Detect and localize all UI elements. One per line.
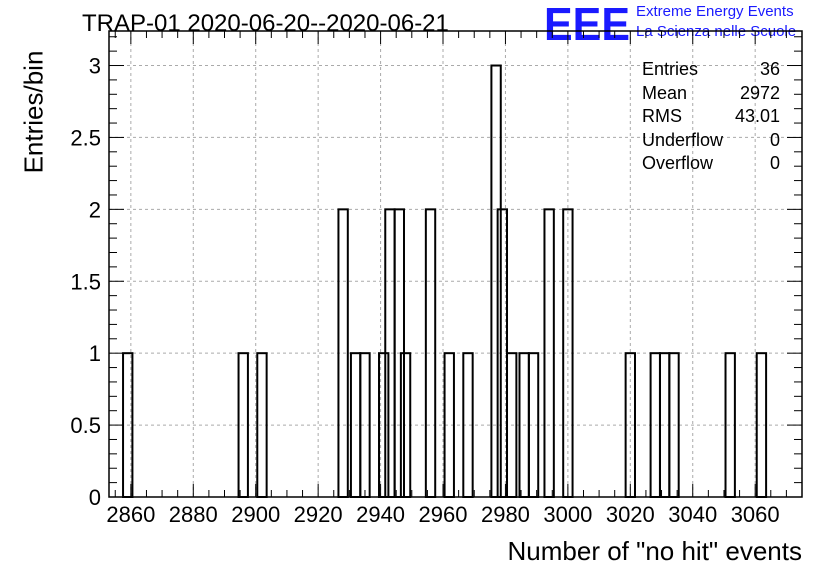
x-tick-label: 2960 — [419, 502, 468, 527]
stats-label: Underflow — [642, 129, 724, 150]
stats-value: 43.01 — [734, 106, 780, 126]
y-tick-label: 1.5 — [70, 269, 101, 294]
x-tick-label: 3040 — [668, 502, 717, 527]
y-axis-label: Entries/bin — [18, 50, 49, 174]
x-tick-label: 2860 — [106, 502, 155, 527]
chart-title: TRAP-01 2020-06-20--2020-06-21 — [82, 10, 449, 37]
eee-logo: EEE — [544, 3, 630, 43]
y-tick-label: 0 — [89, 485, 101, 510]
x-tick-label: 2920 — [294, 502, 343, 527]
logo-mark: EEE — [544, 3, 630, 43]
y-tick-label: 1 — [89, 341, 101, 366]
stats-row-mean: Mean 2972 — [642, 82, 780, 106]
stats-row-rms: RMS 43.01 — [642, 105, 780, 129]
x-tick-label: 2880 — [169, 502, 218, 527]
x-tick-label: 2900 — [231, 502, 280, 527]
x-tick-label: 3060 — [731, 502, 780, 527]
y-tick-label: 3 — [89, 54, 101, 79]
y-tick-label: 0.5 — [70, 413, 101, 438]
stats-value: 36 — [759, 59, 780, 79]
x-tick-label: 3020 — [606, 502, 655, 527]
x-tick-label: 3000 — [543, 502, 592, 527]
stats-box: Entries 36 Mean 2972 RMS 43.01 Underflow 0 O… — [642, 58, 780, 176]
stats-value: 2972 — [739, 82, 780, 103]
stats-row-underflow: Underflow 0 — [642, 129, 780, 153]
stats-value: 0 — [769, 129, 780, 150]
x-axis-label: Number of "no hit" events — [507, 536, 803, 566]
stats-value: 0 — [769, 153, 780, 173]
x-tick-label: 2940 — [356, 502, 405, 527]
stats-label: Entries — [642, 59, 699, 79]
x-tick-label: 2980 — [481, 502, 530, 527]
y-tick-label: 2.5 — [70, 125, 101, 150]
stats-label: Overflow — [642, 153, 714, 173]
y-tick-label: 2 — [89, 197, 101, 222]
stats-row-overflow: Overflow 0 — [642, 152, 780, 176]
stats-row-entries: Entries 36 — [642, 58, 780, 82]
stats-label: Mean — [642, 82, 688, 103]
plot-frame — [108, 30, 803, 498]
brand-line-1: Extreme Energy Events — [636, 3, 794, 20]
stats-label: RMS — [642, 106, 682, 126]
